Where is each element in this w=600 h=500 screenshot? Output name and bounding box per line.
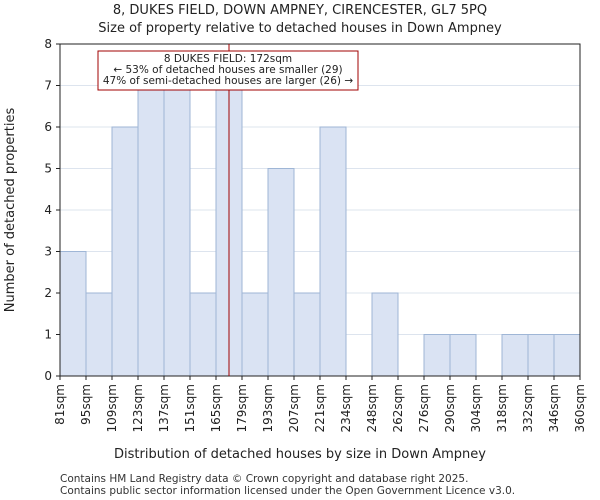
y-axis-label: Number of detached properties — [3, 108, 18, 313]
bars — [59, 85, 581, 377]
x-tick-label: 151sqm — [183, 384, 197, 432]
x-tick-label: 360sqm — [573, 384, 587, 432]
x-tick-label: 109sqm — [105, 384, 119, 432]
y-tick-label: 4 — [44, 203, 52, 217]
bar — [293, 292, 321, 377]
x-tick-label: 248sqm — [365, 384, 379, 432]
bar — [85, 292, 113, 377]
x-tick-label: 95sqm — [79, 384, 93, 425]
x-tick-label: 346sqm — [547, 384, 561, 432]
x-tick-label: 81sqm — [53, 384, 67, 425]
y-tick-label: 0 — [44, 369, 52, 383]
plot-frame — [59, 43, 581, 377]
bar — [527, 334, 555, 377]
bar — [163, 85, 191, 377]
x-ticks: 81sqm 95sqm 109sqm 123sqm 137sqm 151sqm 165sqm… — [53, 376, 587, 432]
annotation-line-1: 8 DUKES FIELD: 172sqm — [164, 53, 292, 65]
x-tick-label: 123sqm — [131, 384, 145, 432]
chart-title: 8, DUKES FIELD, DOWN AMPNEY, CIRENCESTER… — [113, 3, 487, 18]
x-tick-label: 165sqm — [209, 384, 223, 432]
y-tick-label: 8 — [44, 37, 52, 51]
x-tick-label: 304sqm — [469, 384, 483, 432]
y-tick-label: 2 — [44, 286, 52, 300]
bar — [449, 334, 477, 377]
bar — [267, 168, 295, 377]
bar — [423, 334, 451, 377]
footer-line-1: Contains HM Land Registry data © Crown c… — [60, 473, 468, 485]
x-tick-label: 207sqm — [287, 384, 301, 432]
bar — [371, 292, 399, 377]
x-tick-label: 137sqm — [157, 384, 171, 432]
x-tick-label: 262sqm — [391, 384, 405, 432]
x-axis-label: Distribution of detached houses by size … — [114, 447, 486, 462]
x-tick-label: 276sqm — [417, 384, 431, 432]
y-tick-label: 1 — [44, 328, 52, 342]
x-tick-label: 179sqm — [235, 384, 249, 432]
x-tick-label: 234sqm — [339, 384, 353, 432]
y-tick-label: 5 — [44, 162, 52, 176]
annotation-line-3: 47% of semi-detached houses are larger (… — [103, 75, 354, 87]
bar — [189, 292, 217, 377]
x-tick-label: 193sqm — [261, 384, 275, 432]
y-ticks: 0 1 2 3 4 5 6 7 8 — [44, 37, 60, 383]
x-tick-label: 221sqm — [313, 384, 327, 432]
bar — [59, 251, 87, 377]
annotation-box — [97, 50, 359, 91]
footer-line-2: Contains public sector information licen… — [60, 485, 515, 497]
y-tick-label: 6 — [44, 120, 52, 134]
x-tick-label: 290sqm — [443, 384, 457, 432]
chart-subtitle: Size of property relative to detached ho… — [98, 21, 502, 36]
bar — [553, 334, 581, 377]
bar — [137, 85, 165, 377]
bar — [111, 126, 139, 377]
x-tick-label: 318sqm — [495, 384, 509, 432]
bar — [319, 126, 347, 377]
bar — [501, 334, 529, 377]
y-tick-label: 7 — [44, 79, 52, 93]
annotation-line-2: ← 53% of detached houses are smaller (29… — [113, 64, 342, 76]
x-tick-label: 332sqm — [521, 384, 535, 432]
y-tick-label: 3 — [44, 245, 52, 259]
bar — [241, 292, 269, 377]
